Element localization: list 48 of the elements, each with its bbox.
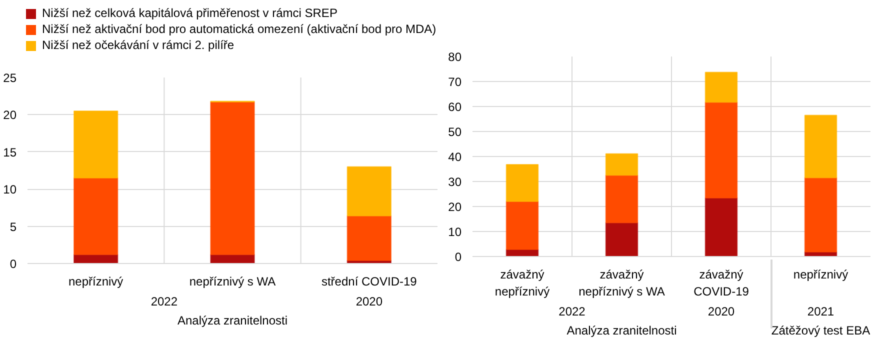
legend-label: Nižší než celková kapitálová přiměřenost v rámci SREP [42,5,338,22]
bar [346,166,392,216]
y-tick-label: 70 [448,75,462,89]
text: Analýza zranitelnosti [177,314,288,328]
text: Analýza zranitelnosti [566,323,677,338]
y-tick-label: 60 [448,100,462,114]
bar [704,72,738,103]
bar [73,110,118,178]
y-tick-label: 0 [454,250,462,264]
bar [605,222,638,256]
x-tick-label: střední COVID-19 [321,274,418,288]
y-tick-label: 10 [448,225,462,239]
y-tick-label: 25 [3,71,17,85]
text: 2022 [150,294,178,308]
bar [605,174,638,224]
x-tick-label: nepříznivý [793,268,848,282]
y-tick-label: 80 [448,50,462,64]
text: 2021 [807,304,834,318]
bar [605,153,638,176]
text: Zátěžový test EBA [771,323,870,338]
y-tick-label: 20 [448,200,462,214]
text: 2022 [558,304,586,318]
legend-label: Nižší než aktivační bod pro automatická omezení (aktivační bod pro MDA) [42,21,436,38]
bar [704,102,738,198]
legend-label: Nižší než očekávání v rámci 2. pilíře [42,37,234,54]
y-tick-label: 40 [448,150,462,164]
y-tick-label: 0 [10,257,17,271]
text: 2020 [708,304,735,318]
bar [210,102,255,256]
x-tick-label: nepříznivý [68,274,124,288]
bar [73,177,118,256]
bar [346,215,392,262]
y-tick-label: 5 [10,220,17,234]
y-tick-label: 30 [448,175,462,189]
y-tick-label: 50 [448,125,462,139]
x-tick-label: závažný COVID-19 [694,268,750,298]
bar [804,177,838,252]
y-tick-label: 15 [3,145,17,160]
bar [804,114,838,178]
text: 2020 [356,294,383,308]
y-tick-label: 10 [3,182,17,197]
bar [506,164,539,202]
bar [704,198,738,256]
bar [506,201,539,250]
x-tick-label: nepříznivý s WA [189,274,276,288]
x-tick-label: závažný nepříznivý [494,268,550,298]
y-tick-label: 20 [3,108,17,122]
x-tick-label: závažný nepříznivý s WA [578,268,665,298]
